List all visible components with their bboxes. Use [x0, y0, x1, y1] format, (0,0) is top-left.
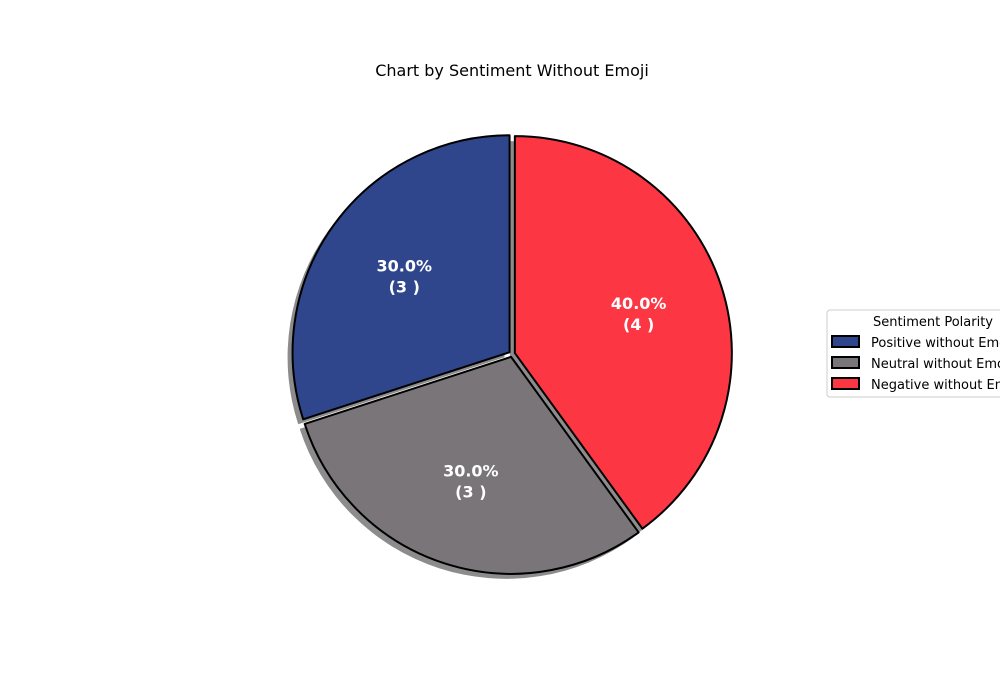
- slice-percent-label: 30.0%: [443, 462, 499, 481]
- legend-title: Sentiment Polarity: [873, 315, 993, 330]
- pie-slices: [291, 134, 733, 575]
- legend-frame: [826, 309, 1000, 398]
- slice-percent-label: 40.0%: [611, 294, 667, 313]
- legend-label: Neutral without Emoji: [871, 357, 1000, 372]
- pie-slice-neutral-without-emoji: [303, 355, 640, 575]
- pie-labels: 30.0% (3 ) 30.0% (3 ) 40.0% (4 ): [376, 257, 666, 502]
- slice-count-label: (4 ): [623, 315, 654, 334]
- legend-swatch: [831, 377, 860, 390]
- legend-swatch: [831, 356, 860, 369]
- legend-entries: Positive without Emoji Neutral without Em…: [831, 335, 1000, 393]
- legend-swatch: [831, 335, 860, 348]
- legend-label: Negative without Emoji: [871, 378, 1000, 393]
- slice-count-label: (3 ): [455, 483, 486, 502]
- legend-label: Positive without Emoji: [871, 336, 1000, 351]
- legend: Sentiment Polarity Positive without Emoj…: [826, 309, 1000, 398]
- slice-percent-label: 30.0%: [376, 257, 432, 276]
- pie-slice-negative-without-emoji: [513, 135, 733, 530]
- pie-slice-positive-without-emoji: [291, 134, 511, 421]
- slice-count-label: (3 ): [389, 278, 420, 297]
- chart-title: Chart by Sentiment Without Emoji: [375, 61, 649, 80]
